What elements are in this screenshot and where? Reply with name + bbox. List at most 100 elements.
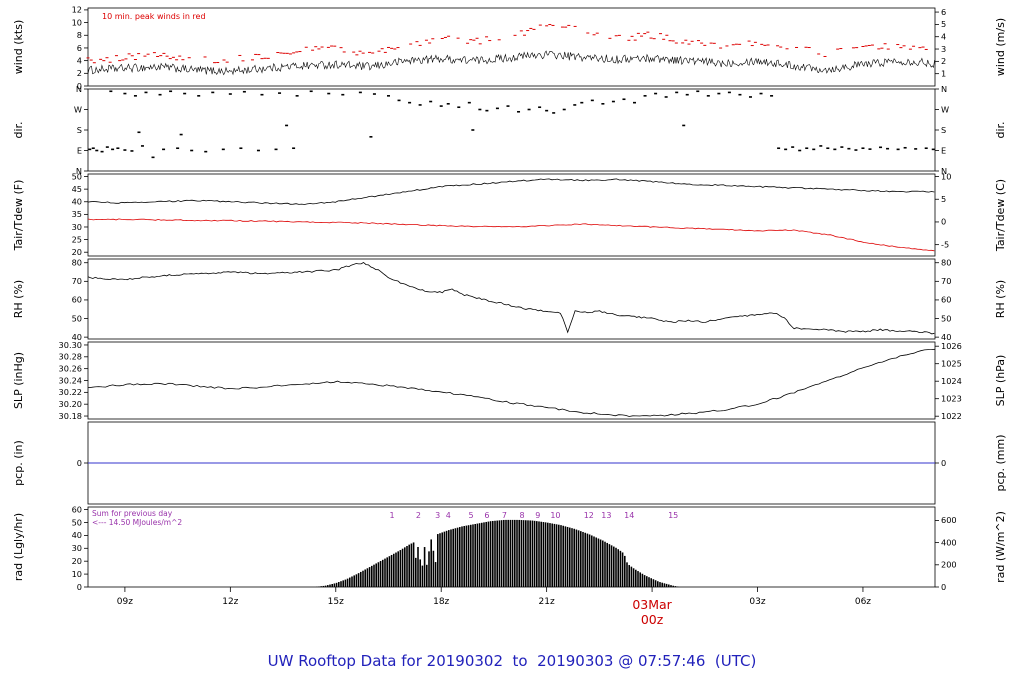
axis-label-right-temp: Tair/Tdew (C): [994, 179, 1007, 252]
y-tick-label-left: 10: [72, 569, 82, 579]
peak-dot: [643, 33, 647, 35]
scatter-point: [798, 149, 802, 152]
y-tick-label-right: N: [941, 166, 947, 176]
y-tick-label-left: 0: [77, 582, 82, 592]
x-tick-label: 09z: [117, 597, 133, 607]
peak-dot: [292, 52, 296, 54]
peak-dot: [719, 47, 723, 49]
peak-dot: [396, 47, 400, 49]
peak-dot: [614, 35, 618, 37]
y-tick-label-right: 1: [941, 68, 946, 78]
y-tick-label-left: 30.30: [59, 340, 82, 350]
peak-dot: [861, 46, 865, 48]
series-tdew_f: [87, 218, 935, 252]
scatter-point: [791, 146, 795, 148]
peak-dot: [513, 34, 517, 36]
y-tick-label-right: N: [941, 84, 947, 94]
peak-dot: [203, 56, 207, 58]
rad-hour-marker: 6: [484, 511, 489, 520]
scatter-point: [601, 103, 605, 105]
peak-dot: [902, 45, 906, 47]
peak-dot: [750, 45, 754, 47]
scatter-point: [111, 148, 115, 151]
series-tair_f: [87, 178, 935, 205]
scatter-point: [538, 106, 542, 109]
peak-dot: [839, 48, 843, 50]
peak-dot: [817, 53, 821, 55]
y-tick-label-right: 3: [941, 44, 946, 54]
scatter-point: [295, 95, 299, 97]
scatter-point: [552, 112, 556, 114]
peak-dot: [747, 40, 751, 42]
peak-dot: [282, 52, 286, 54]
y-tick-label-right: 2: [941, 56, 946, 66]
rad-hour-marker: 12: [584, 511, 594, 520]
y-tick-label-right: 400: [941, 537, 957, 547]
peak-dot: [175, 59, 179, 61]
peak-dot: [640, 35, 644, 37]
peak-dot: [431, 38, 435, 40]
x-tick-label-date: 03Mar: [632, 597, 672, 612]
scatter-point: [879, 146, 883, 149]
peak-dot: [393, 48, 397, 50]
y-tick-label-left: 40: [72, 197, 82, 207]
peak-dot: [662, 38, 666, 40]
peak-dot: [649, 37, 653, 39]
scatter-point: [580, 101, 584, 104]
scatter-point: [527, 108, 531, 111]
peak-dot: [592, 34, 596, 36]
scatter-point: [622, 98, 626, 101]
scatter-point: [197, 95, 201, 97]
y-tick-label-right: 200: [941, 560, 957, 570]
y-tick-label-right: 6: [941, 7, 946, 17]
peak-dot: [738, 43, 742, 45]
scatter-point: [190, 149, 194, 152]
peak-dot: [390, 47, 394, 49]
peak-dot: [311, 49, 315, 51]
panel-temp: 20 25 30 35 40 45 50 -5 0 5 10 Tair/Tdew (F) Tair/Td…: [12, 171, 1007, 257]
scatter-point: [204, 150, 208, 153]
scatter-point: [685, 93, 689, 96]
peak-dot: [766, 44, 770, 46]
scatter-point: [611, 100, 615, 103]
peak-dot: [918, 47, 922, 49]
y-tick-label-left: 40: [72, 332, 82, 342]
peak-dot: [763, 44, 767, 46]
peak-dot: [630, 35, 634, 37]
peak-dot: [529, 27, 533, 29]
y-tick-label-left: 30.24: [59, 375, 82, 385]
y-tick-label-left: 30: [72, 543, 82, 553]
peak-dot: [89, 59, 93, 61]
y-tick-label-right: 0: [941, 458, 946, 468]
scatter-point: [495, 107, 499, 110]
peak-dot: [627, 39, 631, 41]
scatter-point: [573, 104, 577, 106]
peak-dot: [456, 37, 460, 39]
scatter-point: [805, 147, 809, 150]
peak-dot: [924, 48, 928, 50]
scatter-point: [485, 109, 489, 112]
y-tick-label-left: 30: [72, 222, 82, 232]
x-tick-label: 06z: [855, 597, 871, 607]
peak-dot: [361, 52, 365, 54]
series-wind_avg_kts: [87, 50, 935, 76]
scatter-point: [137, 131, 141, 134]
peak-dot: [703, 44, 707, 46]
peak-dot: [162, 52, 166, 54]
axis-label-right-pcp: pcp. (mm): [994, 434, 1007, 491]
peak-dot: [538, 24, 542, 26]
rad-sum-note: Sum for previous day: [92, 509, 173, 518]
peak-dot: [608, 37, 612, 39]
peak-dot: [137, 53, 141, 55]
scatter-point: [847, 147, 851, 150]
scatter-point: [439, 105, 443, 107]
scatter-point: [109, 90, 113, 93]
peak-dot: [595, 32, 599, 34]
scatter-point: [517, 110, 521, 113]
y-tick-label-right: 50: [941, 313, 951, 323]
scatter-point: [706, 95, 710, 97]
